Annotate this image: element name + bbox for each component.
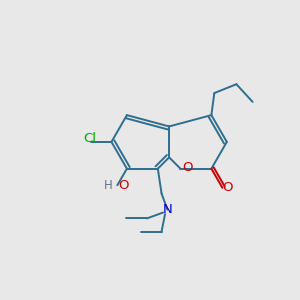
Text: O: O	[183, 161, 193, 174]
Text: O: O	[223, 181, 233, 194]
Text: O: O	[118, 179, 128, 192]
Text: Cl: Cl	[83, 132, 96, 145]
Text: H: H	[103, 179, 112, 192]
Text: N: N	[163, 203, 172, 216]
